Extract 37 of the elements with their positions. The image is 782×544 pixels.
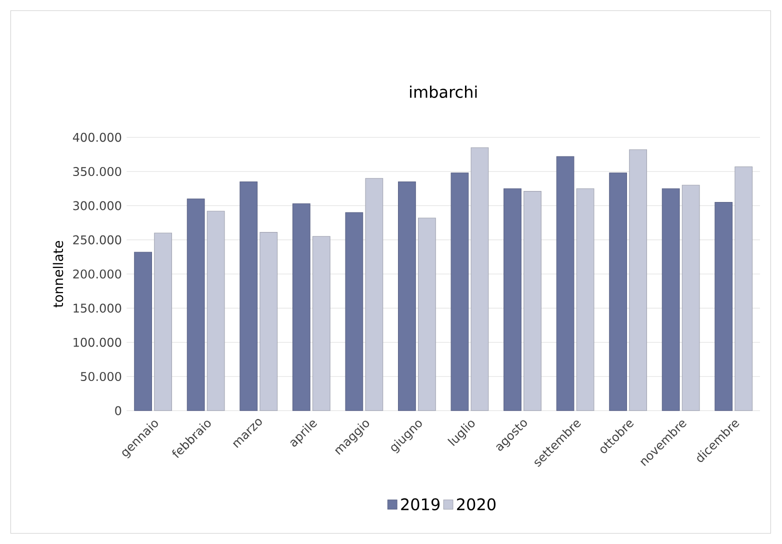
bar — [154, 232, 172, 411]
bar — [365, 178, 384, 411]
bar — [345, 212, 364, 411]
bar — [450, 172, 469, 411]
bar — [470, 147, 489, 411]
bar — [524, 191, 542, 411]
bar — [629, 149, 647, 411]
bar — [576, 188, 594, 411]
y-tick-label: 200.000 — [73, 269, 122, 279]
bar — [556, 156, 574, 411]
y-tick-label: 400.000 — [72, 132, 122, 142]
legend-label: 2019 — [401, 498, 440, 510]
chart-title: imbarchi — [410, 86, 477, 98]
bar — [292, 203, 310, 411]
bar — [312, 236, 330, 411]
bar — [186, 198, 205, 411]
bar — [682, 184, 700, 411]
bar — [504, 188, 522, 411]
bar — [134, 252, 152, 411]
y-tick-label: 50.000 — [80, 372, 122, 382]
y-axis-title: tonnellate — [52, 240, 64, 308]
bar — [734, 166, 753, 411]
y-tick-label: 0 — [115, 406, 122, 416]
y-tick-label: 150.000 — [74, 304, 122, 313]
bar — [260, 232, 278, 411]
y-tick-label: 100.000 — [74, 338, 122, 347]
bar — [662, 188, 680, 411]
y-tick-label: 300.000 — [73, 201, 122, 210]
bar — [240, 181, 258, 411]
bar — [609, 172, 627, 411]
legend-label: 2020 — [457, 498, 496, 510]
bar — [206, 210, 225, 411]
bar — [398, 181, 416, 411]
bar — [714, 202, 733, 411]
bar — [418, 218, 436, 411]
y-tick-label: 350.000 — [73, 166, 122, 176]
y-tick-label: 250.000 — [73, 235, 122, 244]
